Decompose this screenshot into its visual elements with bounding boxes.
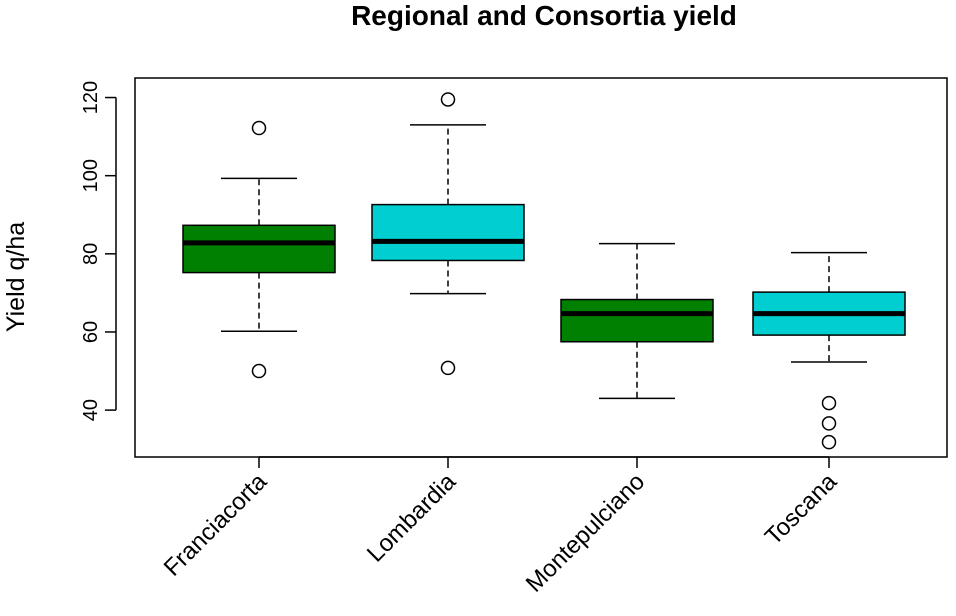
chart-title: Regional and Consortia yield (351, 0, 737, 31)
iqr-box (371, 203, 525, 262)
box-franciacorta (182, 120, 336, 379)
outlier-point (440, 360, 456, 376)
y-axis-label: Yield q/ha (2, 222, 30, 332)
y-tick-label-60: 60 (80, 321, 102, 343)
y-tick-label-120: 120 (80, 81, 102, 114)
outlier-point (821, 395, 837, 411)
y-tick-label-100: 100 (80, 159, 102, 192)
outlier-point (821, 434, 837, 450)
outlier-point (251, 120, 267, 136)
box-montepulciano (560, 242, 714, 400)
outlier-point (440, 92, 456, 107)
iqr-box (182, 224, 336, 274)
y-axis: 40 60 80 100 120 (80, 81, 117, 421)
x-tick-label-montepulciano: Montepulciano (521, 468, 650, 597)
x-tick-label-franciacorta: Franciacorta (159, 468, 273, 582)
box-toscana (752, 251, 906, 450)
box-lombardia (371, 92, 525, 376)
x-tick-label-lombardia: Lombardia (362, 468, 462, 568)
x-axis: Franciacorta Lombardia Montepulciano Toscan… (159, 456, 843, 598)
outlier-point (251, 363, 267, 379)
outlier-point (821, 416, 837, 431)
boxes-group (182, 92, 906, 450)
y-tick-label-40: 40 (80, 399, 102, 421)
iqr-box (560, 298, 714, 343)
x-tick-label-toscana: Toscana (760, 468, 843, 551)
y-tick-label-80: 80 (80, 243, 102, 265)
